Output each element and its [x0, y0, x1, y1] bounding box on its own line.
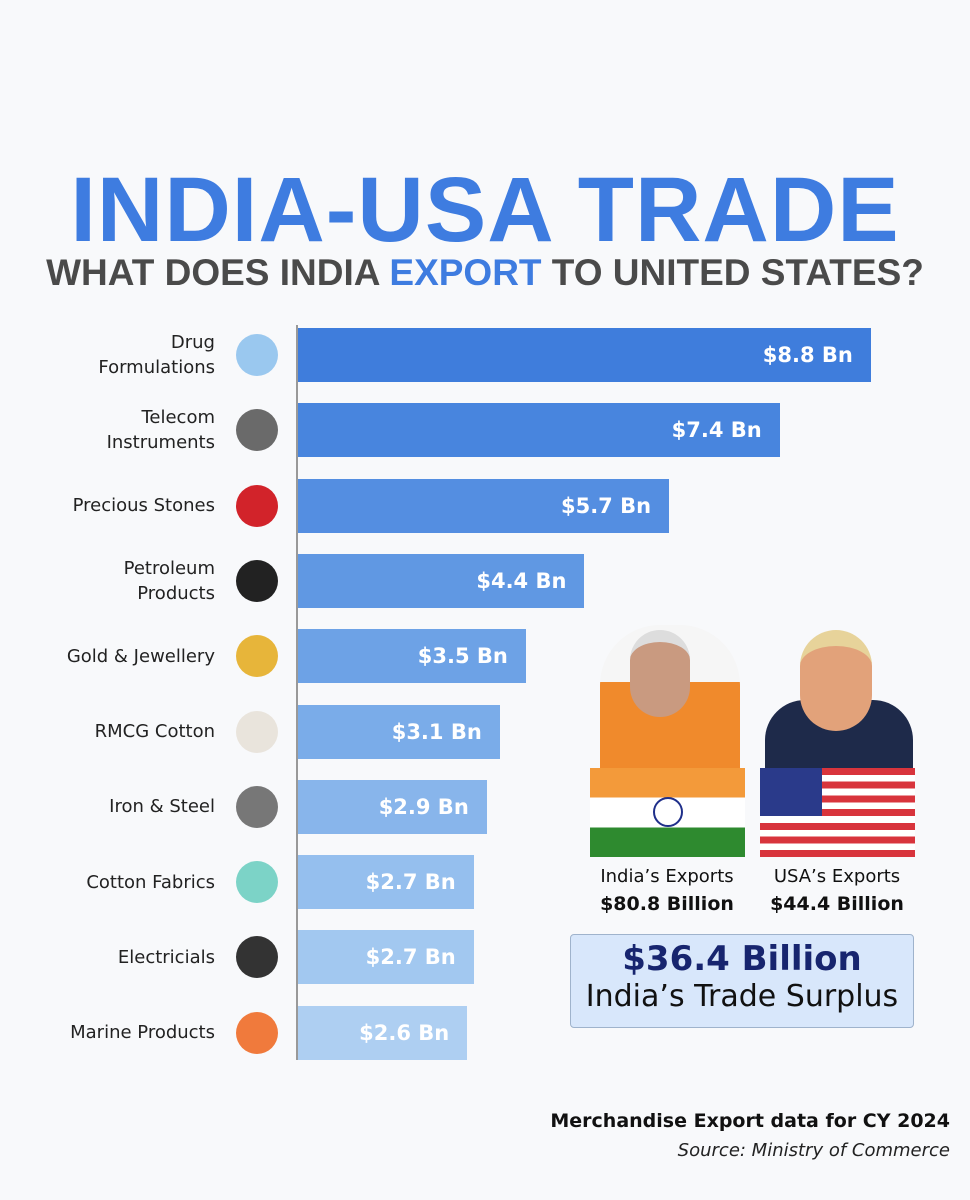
value-label: $2.9 Bn [378, 794, 469, 819]
category-icon [236, 861, 278, 904]
category-icon [236, 635, 278, 678]
subtitle-part: WHAT DOES INDIA [46, 252, 390, 293]
value-label: $2.7 Bn [365, 945, 456, 970]
category-label: Telecom Instruments [106, 407, 215, 454]
category-label: Gold & Jewellery [66, 645, 215, 667]
bar: $2.7 Bn [298, 930, 474, 985]
category-label: RMCG Cotton [94, 721, 215, 742]
value-label: $3.5 Bn [417, 644, 508, 669]
surplus-value: $36.4 Billion [622, 939, 862, 979]
subtitle-highlight: EXPORT [389, 252, 542, 293]
bar: $7.4 Bn [298, 403, 780, 458]
value-label: $3.1 Bn [391, 719, 482, 744]
bar: $2.7 Bn [298, 855, 474, 910]
bar: $4.4 Bn [298, 553, 585, 608]
category-icon [236, 710, 278, 753]
flag-canton [760, 768, 822, 816]
bar: $5.7 Bn [298, 478, 670, 533]
subtitle: WHAT DOES INDIA EXPORT TO UNITED STATES? [0, 252, 970, 294]
usa-face [800, 630, 872, 731]
category-icon [236, 936, 278, 979]
bar: $8.8 Bn [298, 328, 871, 382]
category-icon [236, 559, 278, 602]
axis-line [296, 325, 298, 1060]
value-label: $2.6 Bn [359, 1020, 450, 1045]
category-icon [236, 409, 278, 452]
category-icon [236, 334, 278, 376]
india-face [630, 630, 690, 717]
value-label: $7.4 Bn [671, 418, 762, 443]
category-label: Petroleum Products [123, 557, 215, 604]
category-icon [236, 785, 278, 828]
flag-chakra [653, 797, 683, 827]
category-label: Marine Products [70, 1022, 215, 1044]
value-label: $5.7 Bn [560, 493, 652, 518]
footer-note: Merchandise Export data for CY 2024 [550, 1110, 950, 1132]
category-label: Drug Formulations [98, 332, 215, 378]
subtitle-part: TO UNITED STATES? [541, 252, 924, 293]
usa-exports-label: USA’s Exports [773, 866, 901, 887]
title: INDIA-USA TRADE [70, 159, 900, 261]
category-icon [236, 484, 278, 527]
surplus-label: India’s Trade Surplus [585, 979, 899, 1014]
bar: $3.1 Bn [298, 704, 500, 759]
bar: $2.6 Bn [298, 1005, 468, 1060]
india-exports-label: India’s Exports [600, 866, 734, 887]
category-label: Cotton Fabrics [86, 871, 215, 893]
bar: $3.5 Bn [298, 629, 526, 684]
value-label: $2.7 Bn [365, 870, 456, 895]
footer-source: Source: Ministry of Commerce [677, 1140, 950, 1161]
category-label: Electricials [117, 946, 215, 968]
category-label: Precious Stones [72, 495, 215, 517]
india-exports-value: $80.8 Billion [600, 893, 734, 915]
surplus-box: $36.4 Billion India’s Trade Surplus [570, 934, 914, 1028]
category-label: Iron & Steel [109, 796, 215, 818]
usa-exports-value: $44.4 Billion [770, 893, 904, 915]
value-label: $8.8 Bn [762, 343, 853, 367]
value-label: $4.4 Bn [476, 568, 567, 593]
category-icon [236, 1011, 278, 1054]
bar: $2.9 Bn [298, 779, 487, 834]
